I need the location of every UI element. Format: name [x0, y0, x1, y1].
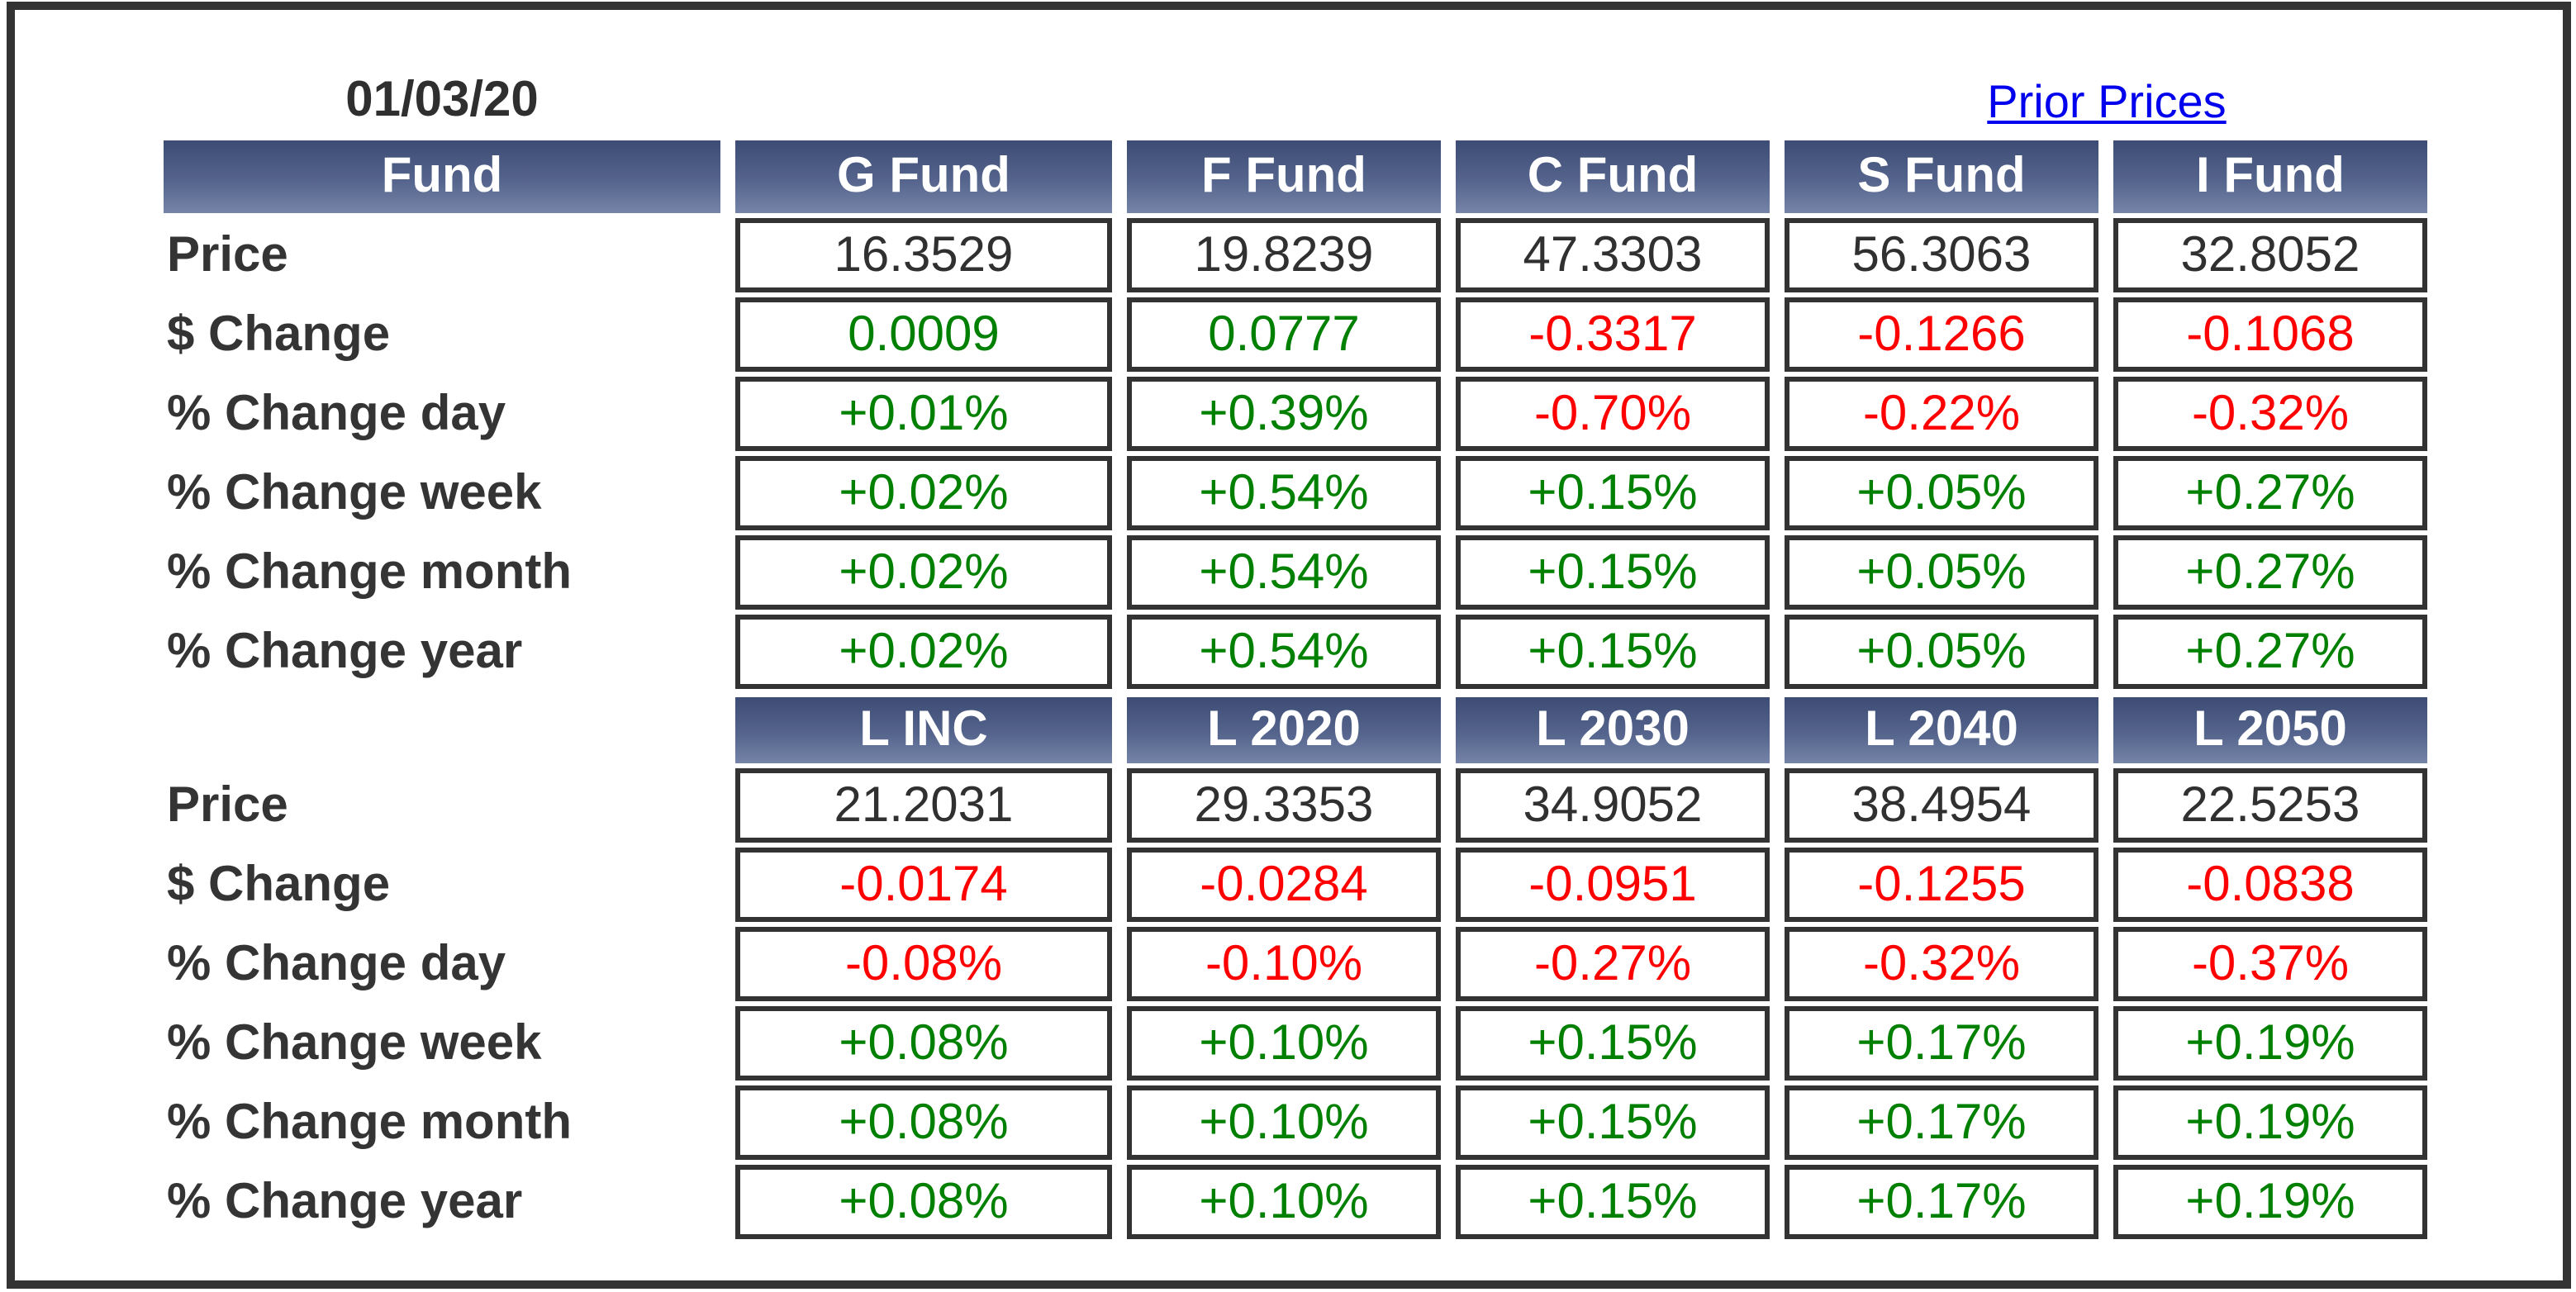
column-header-l-2020: L 2020: [1127, 697, 1441, 763]
column-header-l-2050: L 2050: [2113, 697, 2427, 763]
price-cell: 47.3303: [1456, 218, 1770, 292]
pct-month-cell: +0.15%: [1456, 1085, 1770, 1160]
row-label-dollar-change: $ Change: [167, 306, 391, 361]
price-cell: 38.4954: [1785, 768, 2098, 843]
date-label: 01/03/20: [345, 73, 539, 127]
dollar-change-cell: -0.0951: [1456, 848, 1770, 922]
row-label-pct-change-year: % Change year: [167, 1174, 523, 1228]
column-header-c-fund: C Fund: [1456, 140, 1770, 213]
row-label-pct-change-month: % Change month: [167, 544, 572, 599]
pct-year-cell: +0.19%: [2113, 1165, 2427, 1239]
pct-month-cell: +0.54%: [1127, 535, 1441, 610]
price-cell: 34.9052: [1456, 768, 1770, 843]
dollar-change-cell: -0.1266: [1785, 297, 2098, 372]
pct-month-cell: +0.05%: [1785, 535, 2098, 610]
pct-day-cell: -0.70%: [1456, 377, 1770, 451]
pct-day-cell: -0.10%: [1127, 927, 1441, 1001]
pct-week-cell: +0.19%: [2113, 1006, 2427, 1081]
dollar-change-cell: -0.0838: [2113, 848, 2427, 922]
pct-day-cell: +0.01%: [735, 377, 1112, 451]
row-label-pct-change-week: % Change week: [167, 1015, 542, 1070]
column-header-f-fund: F Fund: [1127, 140, 1441, 213]
dollar-change-cell: -0.1255: [1785, 848, 2098, 922]
dollar-change-cell: -0.1068: [2113, 297, 2427, 372]
pct-year-cell: +0.27%: [2113, 615, 2427, 689]
price-cell: 29.3353: [1127, 768, 1441, 843]
pct-year-cell: +0.17%: [1785, 1165, 2098, 1239]
row-label-pct-change-day: % Change day: [167, 936, 506, 990]
pct-month-cell: +0.02%: [735, 535, 1112, 610]
price-cell: 56.3063: [1785, 218, 2098, 292]
dollar-change-cell: 0.0777: [1127, 297, 1441, 372]
pct-month-cell: +0.19%: [2113, 1085, 2427, 1160]
pct-week-cell: +0.15%: [1456, 1006, 1770, 1081]
pct-year-cell: +0.05%: [1785, 615, 2098, 689]
pct-year-cell: +0.10%: [1127, 1165, 1441, 1239]
pct-week-cell: +0.27%: [2113, 456, 2427, 530]
price-cell: 32.8052: [2113, 218, 2427, 292]
prior-prices-link[interactable]: Prior Prices: [1987, 76, 2227, 127]
row-label-pct-change-day: % Change day: [167, 386, 506, 440]
pct-month-cell: +0.08%: [735, 1085, 1112, 1160]
lifecycle-funds-table: L INC L 2020 L 2030 L 2040 L 2050 Price …: [164, 697, 2427, 1239]
row-label-price: Price: [167, 227, 288, 282]
label-column-spacer: [164, 697, 720, 763]
column-header-g-fund: G Fund: [735, 140, 1112, 213]
pct-month-cell: +0.27%: [2113, 535, 2427, 610]
pct-month-cell: +0.10%: [1127, 1085, 1441, 1160]
pct-year-cell: +0.02%: [735, 615, 1112, 689]
pct-week-cell: +0.15%: [1456, 456, 1770, 530]
dollar-change-cell: -0.3317: [1456, 297, 1770, 372]
pct-day-cell: -0.37%: [2113, 927, 2427, 1001]
column-header-l-inc: L INC: [735, 697, 1112, 763]
row-label-dollar-change: $ Change: [167, 857, 391, 911]
pct-month-cell: +0.15%: [1456, 535, 1770, 610]
pct-year-cell: +0.15%: [1456, 1165, 1770, 1239]
price-cell: 16.3529: [735, 218, 1112, 292]
pct-week-cell: +0.54%: [1127, 456, 1441, 530]
pct-week-cell: +0.05%: [1785, 456, 2098, 530]
fund-column-header: Fund: [164, 140, 720, 213]
price-cell: 19.8239: [1127, 218, 1441, 292]
dollar-change-cell: -0.0174: [735, 848, 1112, 922]
pct-day-cell: -0.32%: [1785, 927, 2098, 1001]
pct-year-cell: +0.08%: [735, 1165, 1112, 1239]
pct-month-cell: +0.17%: [1785, 1085, 2098, 1160]
column-header-i-fund: I Fund: [2113, 140, 2427, 213]
row-label-pct-change-month: % Change month: [167, 1095, 572, 1149]
row-label-pct-change-year: % Change year: [167, 624, 523, 678]
pct-day-cell: -0.08%: [735, 927, 1112, 1001]
pct-week-cell: +0.17%: [1785, 1006, 2098, 1081]
row-label-pct-change-week: % Change week: [167, 465, 542, 520]
pct-year-cell: +0.54%: [1127, 615, 1441, 689]
pct-week-cell: +0.08%: [735, 1006, 1112, 1081]
dollar-change-cell: 0.0009: [735, 297, 1112, 372]
row-label-price: Price: [167, 777, 288, 832]
column-header-s-fund: S Fund: [1785, 140, 2098, 213]
price-cell: 21.2031: [735, 768, 1112, 843]
column-header-l-2030: L 2030: [1456, 697, 1770, 763]
pct-day-cell: -0.32%: [2113, 377, 2427, 451]
dollar-change-cell: -0.0284: [1127, 848, 1441, 922]
pct-day-cell: +0.39%: [1127, 377, 1441, 451]
pct-week-cell: +0.10%: [1127, 1006, 1441, 1081]
column-header-l-2040: L 2040: [1785, 697, 2098, 763]
main-funds-table: Fund G Fund F Fund C Fund S Fund I Fund …: [164, 140, 2427, 689]
price-cell: 22.5253: [2113, 768, 2427, 843]
pct-day-cell: -0.27%: [1456, 927, 1770, 1001]
pct-day-cell: -0.22%: [1785, 377, 2098, 451]
pct-year-cell: +0.15%: [1456, 615, 1770, 689]
pct-week-cell: +0.02%: [735, 456, 1112, 530]
